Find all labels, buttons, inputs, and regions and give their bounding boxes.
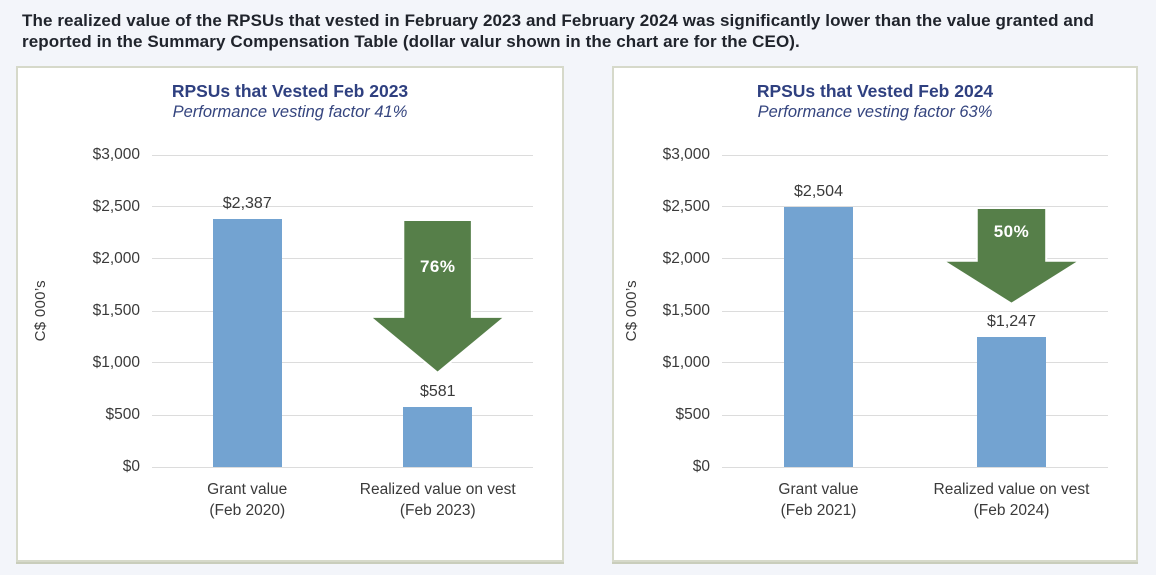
decrease-arrow-icon [939,206,1084,305]
bar-realized-value [403,406,473,467]
gridline [722,466,1108,468]
bar-value-label-grant: $2,387 [222,194,272,212]
chart-panels: RPSUs that Vested Feb 2023 Performance v… [16,66,1138,562]
bar-value-label-realized: $1,247 [987,313,1036,331]
x-category-label-grant: Grant value (Feb 2020) [207,481,288,519]
chart-area: C$ 000’s $3,000 $2,500 $2,000 $1,500 $1,000 $… [614,146,1136,475]
x-category-label-grant: Grant value (Feb 2021) [778,481,859,519]
gridline [152,258,533,260]
gridline [152,310,533,312]
decrease-arrow-icon [367,218,509,374]
y-tick-label: $1,000 [662,354,710,371]
chart-subtitle: Performance vesting factor 41% [172,103,408,121]
y-tick-label: $3,000 [662,146,710,163]
y-tick-label: $2,500 [662,198,710,215]
gridline [152,154,533,156]
chart-title: RPSUs that Vested Feb 2023 [171,81,409,101]
x-category-label-realized: Realized value on vest (Feb 2023) [359,481,516,519]
y-tick-label: $500 [105,406,140,423]
y-axis-title: C$ 000’s [622,280,640,342]
y-axis-tick-labels: $3,000 $2,500 $2,000 $1,500 $1,000 $500 $0 [62,146,152,475]
drop-percent-label: 76% [419,256,456,276]
header-line-1: The realized value of the RPSUs that ves… [22,11,1094,30]
chart-title: RPSUs that Vested Feb 2024 [756,81,994,101]
plot-area: $2,387 $581 76% [152,154,533,468]
gridline [722,154,1108,156]
y-tick-label: $1,000 [92,354,140,371]
y-tick-label: $0 [692,458,710,475]
y-tick-label: $1,500 [662,302,710,319]
x-axis-labels: Grant value (Feb 2020) Realized value on… [152,479,533,521]
gridline [152,362,533,364]
gridline [722,414,1108,416]
y-tick-label: $2,500 [92,198,140,215]
gridline [152,466,533,468]
y-tick-label: $2,000 [662,250,710,267]
gridline [722,362,1108,364]
gridline [722,258,1108,260]
chart-area: C$ 000’s $3,000 $2,500 $2,000 $1,500 $1,000 $… [18,146,562,475]
page-header: The realized value of the RPSUs that ves… [0,0,1156,52]
y-axis-tick-labels: $3,000 $2,500 $2,000 $1,500 $1,000 $500 $0 [648,146,722,475]
y-tick-label: $500 [675,406,710,423]
bar-value-label-realized: $581 [419,382,456,400]
bar-grant-value [212,218,282,467]
plot-area: $2,504 $1,247 50% [722,154,1108,468]
gridline [152,206,533,208]
gridline [152,414,533,416]
y-axis-title: C$ 000’s [31,280,49,342]
gridline [722,206,1108,208]
x-category-label-realized: Realized value on vest (Feb 2024) [933,481,1090,519]
header-line-2: reported in the Summary Compensation Tab… [22,32,800,51]
bar-value-label-grant: $2,504 [794,182,843,200]
x-axis-labels: Grant value (Feb 2021) Realized value on… [722,479,1108,521]
y-tick-label: $2,000 [92,250,140,267]
chart-panel-feb-2023: RPSUs that Vested Feb 2023 Performance v… [16,66,564,562]
gridline [722,310,1108,312]
drop-percent-label: 50% [993,222,1030,242]
y-tick-label: $0 [122,458,140,475]
chart-panel-feb-2024: RPSUs that Vested Feb 2024 Performance v… [612,66,1138,562]
y-tick-label: $1,500 [92,302,140,319]
bar-realized-value [976,337,1047,467]
bar-grant-value [783,206,854,467]
chart-subtitle: Performance vesting factor 63% [757,103,993,121]
y-tick-label: $3,000 [92,146,140,163]
